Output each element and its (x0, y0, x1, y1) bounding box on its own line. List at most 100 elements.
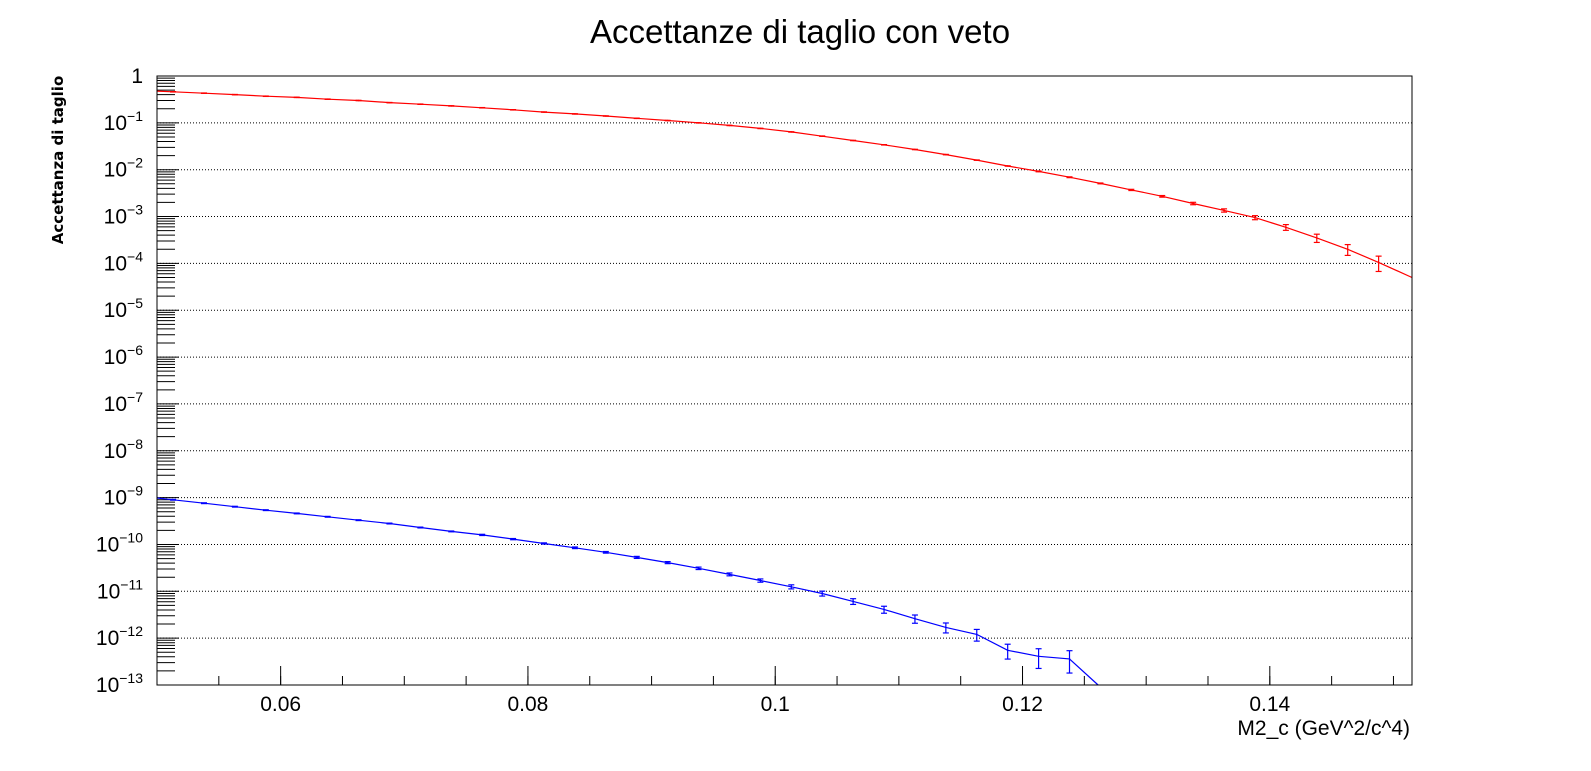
data-point (1192, 202, 1194, 205)
data-point (1068, 658, 1071, 660)
data-point (728, 124, 731, 127)
data-point (1223, 209, 1225, 212)
data-point (450, 530, 453, 533)
data-point (852, 600, 854, 603)
data-point (945, 626, 947, 629)
data-point (481, 534, 483, 536)
data-point (759, 127, 762, 130)
data-point (975, 633, 978, 636)
y-tick-label: 10−4 (104, 248, 144, 275)
data-point (419, 103, 422, 106)
data-point (481, 106, 483, 109)
data-point (790, 585, 793, 588)
data-point (666, 119, 669, 122)
y-tick-label: 10−7 (104, 389, 144, 416)
y-tick-label: 10−11 (97, 576, 143, 603)
data-point (790, 131, 793, 133)
data-point (821, 135, 824, 137)
y-tick-label: 10−9 (104, 483, 144, 510)
y-tick-label: 10−3 (104, 202, 144, 229)
data-point (975, 159, 978, 161)
data-point (419, 526, 422, 529)
plot-area (156, 90, 1413, 686)
x-tick-label: 0.14 (1249, 693, 1290, 716)
data-point (728, 573, 731, 576)
x-axis-label: M2_c (GeV^2/c^4) (1237, 717, 1410, 740)
data-point (326, 515, 329, 518)
data-point (759, 579, 762, 582)
data-point (512, 538, 514, 540)
series-1 (156, 497, 1099, 686)
data-point (450, 105, 453, 107)
y-tick-label: 10−10 (96, 529, 143, 556)
data-point (883, 143, 885, 146)
series-0 (156, 90, 1413, 279)
x-tick-label: 0.08 (507, 693, 548, 716)
data-point (203, 502, 205, 504)
data-point (1068, 176, 1071, 179)
data-point (1254, 216, 1256, 219)
data-point (543, 111, 545, 113)
data-point (265, 509, 267, 511)
data-point (203, 92, 205, 94)
data-point (1130, 189, 1133, 191)
data-point (914, 617, 916, 620)
axes: 1 10−1 10−2 10−3 10−4 10−5 10−6 10−7 10−8 10−9 10−… (96, 65, 1394, 716)
data-point (1006, 649, 1009, 652)
x-tick-label: 0.06 (260, 693, 301, 716)
data-point (945, 153, 947, 156)
data-point (697, 122, 700, 124)
y-tick-label: 10−1 (104, 108, 144, 135)
data-point (635, 556, 638, 559)
y-tick-label: 10−6 (104, 342, 144, 369)
data-point (852, 139, 854, 142)
data-point (1346, 248, 1349, 251)
y-tick-label: 10−13 (96, 670, 143, 697)
data-point (265, 95, 267, 98)
data-point (1037, 170, 1040, 173)
data-point (666, 561, 669, 564)
data-point (574, 546, 576, 549)
x-tick-label: 0.1 (761, 693, 790, 716)
data-point (543, 542, 545, 545)
y-tick-label: 10−5 (104, 295, 144, 322)
y-tick-label: 1 (131, 65, 143, 88)
data-point (883, 608, 885, 611)
data-point (388, 101, 391, 104)
data-point (388, 522, 391, 525)
series-line (156, 497, 1099, 686)
chart-title: Accettanze di taglio con veto (590, 13, 1010, 50)
data-point (635, 117, 638, 120)
data-point (172, 498, 174, 501)
data-point (357, 519, 360, 521)
data-point (326, 98, 329, 100)
data-point (234, 505, 236, 508)
data-point (1037, 655, 1040, 658)
data-point (295, 96, 298, 99)
data-point (821, 592, 824, 595)
data-point (1377, 261, 1380, 264)
series-line (156, 90, 1413, 279)
data-point (697, 567, 700, 570)
data-point (1315, 237, 1318, 239)
y-tick-label: 10−2 (104, 155, 144, 182)
data-point (1006, 165, 1009, 167)
data-point (574, 113, 576, 115)
plot-frame (156, 75, 1413, 686)
data-point (172, 90, 174, 93)
x-tick-label: 0.12 (1002, 693, 1043, 716)
y-axis-label: Accettanza di taglio (49, 76, 67, 245)
grid (157, 122, 1412, 639)
data-point (512, 108, 514, 111)
y-tick-label: 10−8 (104, 436, 144, 463)
data-point (914, 148, 916, 151)
y-tick-label: 10−12 (96, 623, 143, 650)
data-point (1099, 182, 1102, 185)
data-point (1285, 226, 1287, 229)
data-point (234, 93, 236, 96)
data-point (605, 551, 607, 554)
data-point (295, 512, 298, 515)
data-point (1161, 195, 1164, 198)
data-point (605, 115, 607, 117)
